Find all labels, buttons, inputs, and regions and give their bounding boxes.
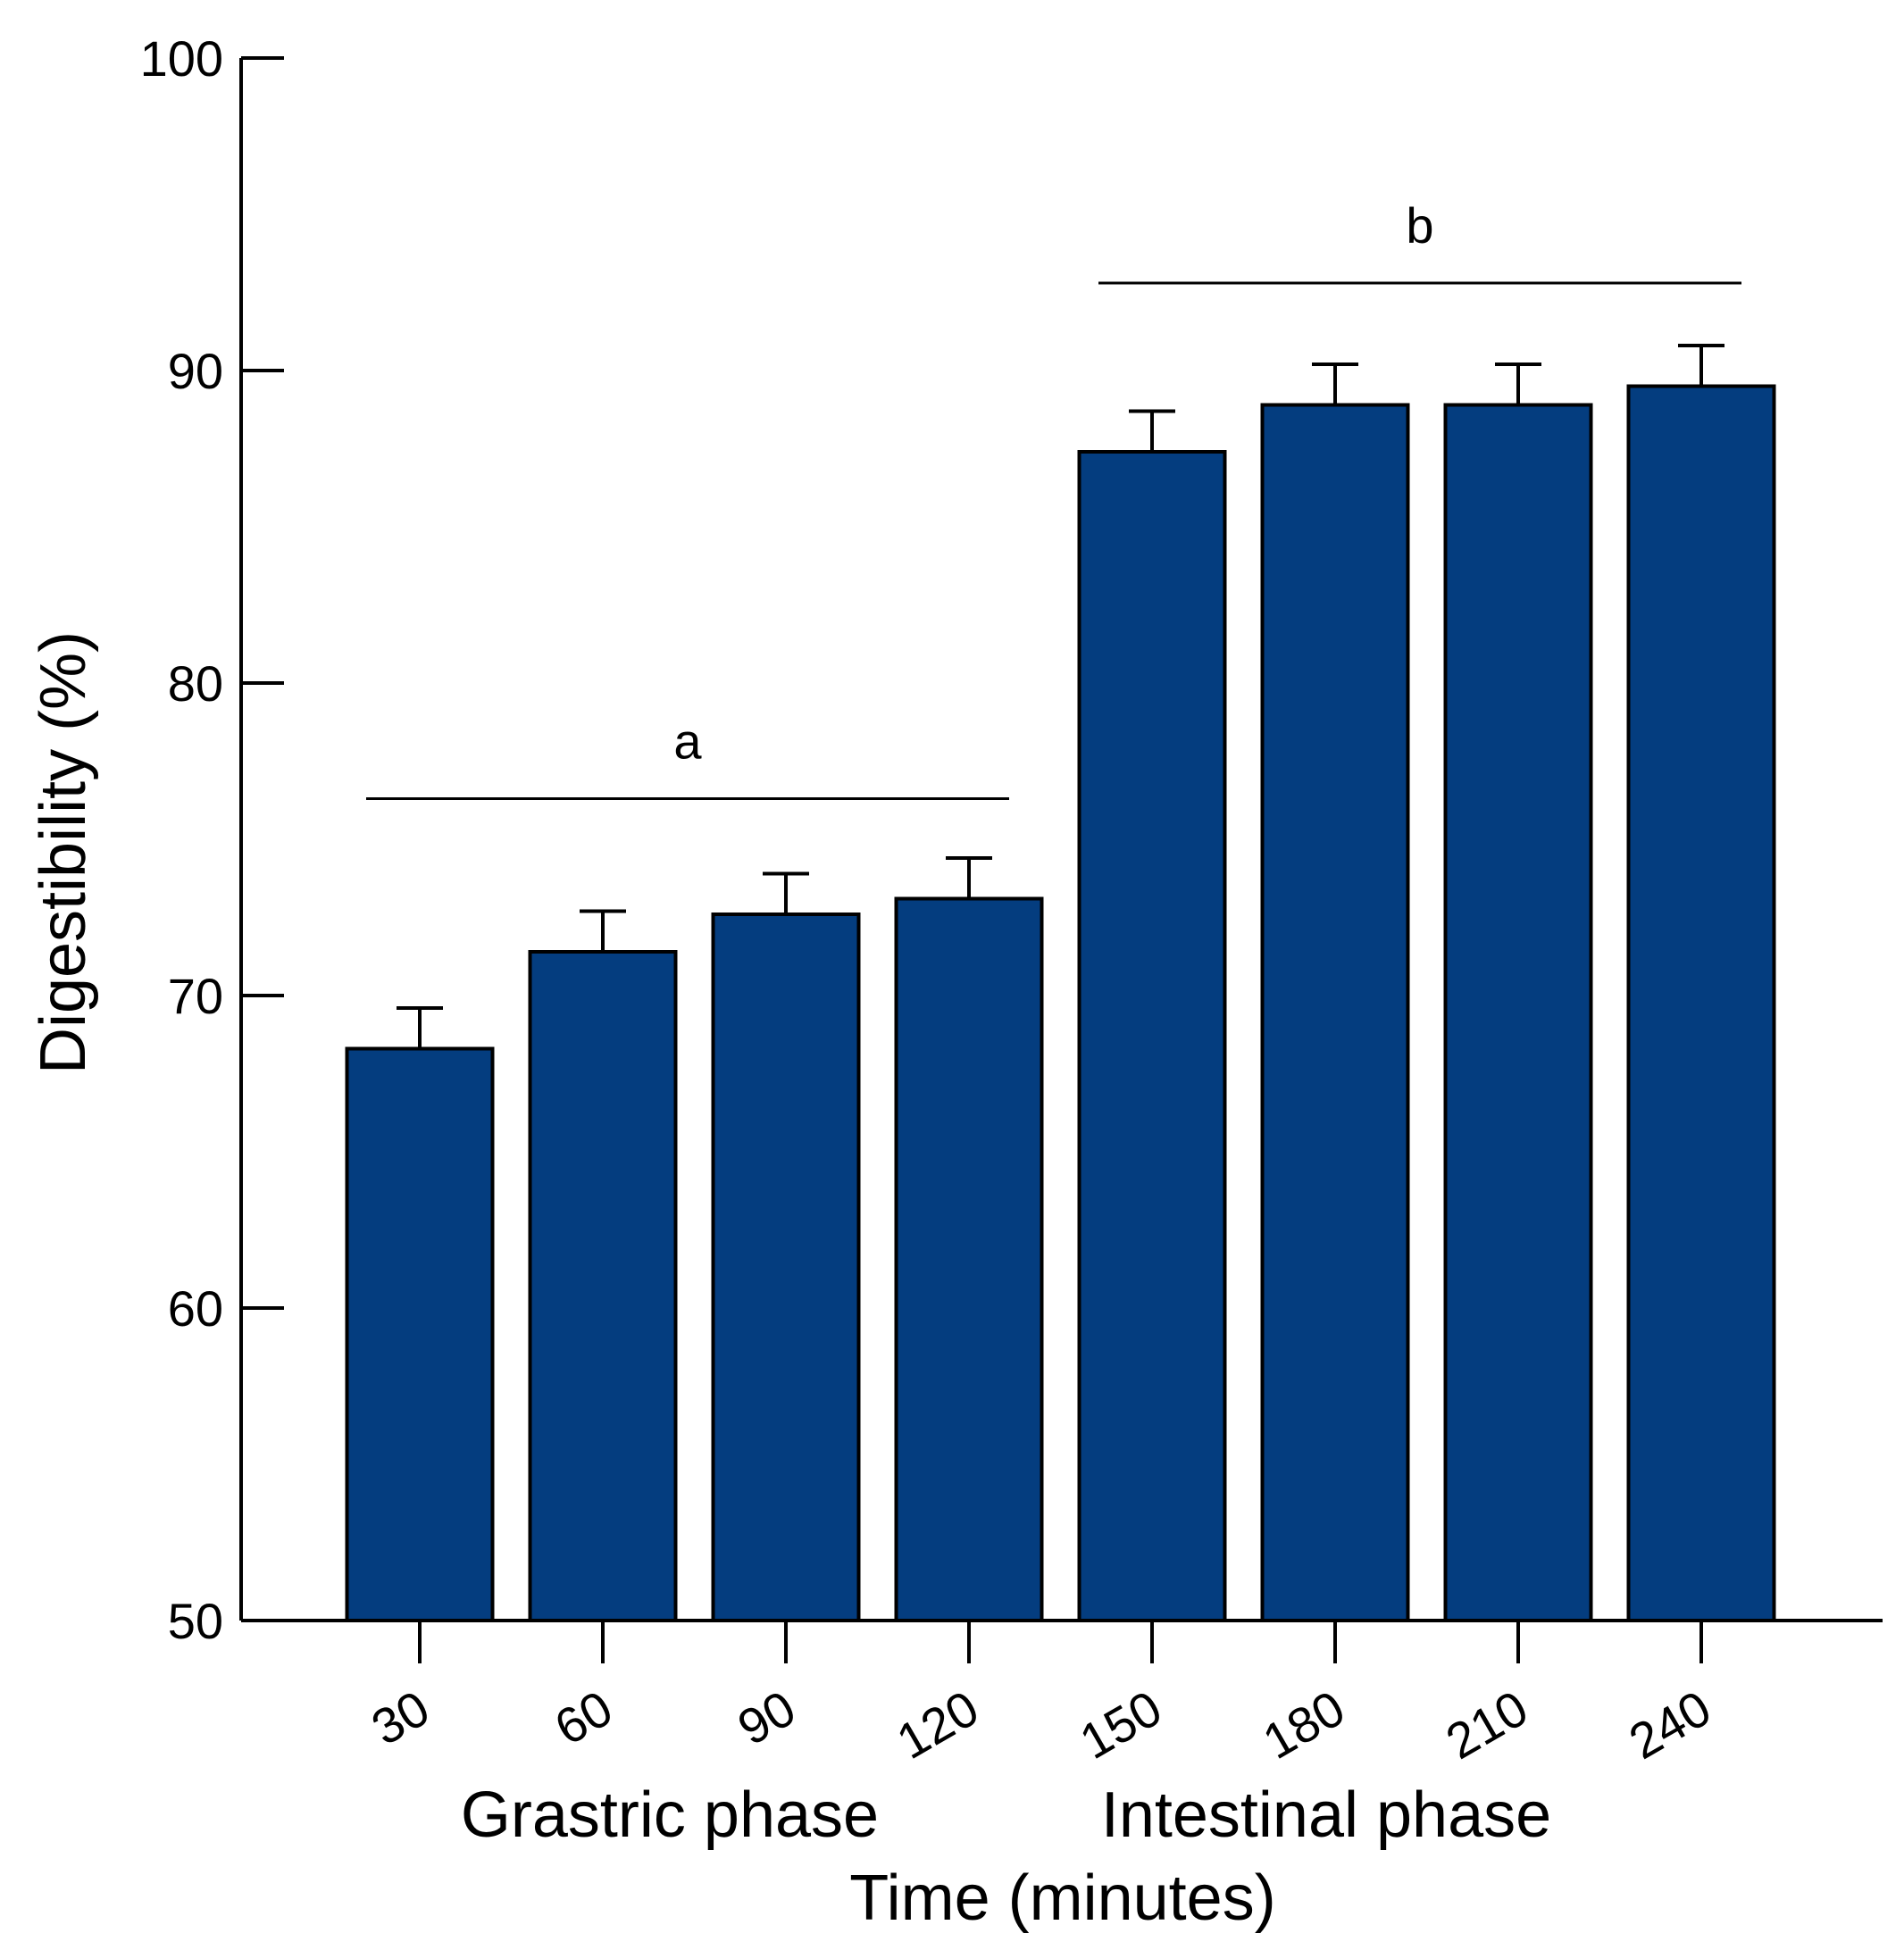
- phase-label-intestinal: Intestinal phase: [1101, 1779, 1551, 1851]
- x-axis-title: Time (minutes): [849, 1862, 1275, 1934]
- y-axis-title: Digestibility (%): [28, 631, 99, 1074]
- y-tick-label: 100: [140, 30, 223, 87]
- bar: [1260, 403, 1410, 1622]
- x-tick-label: 120: [888, 1679, 988, 1770]
- y-tick-label: 80: [168, 655, 223, 712]
- significance-letter: b: [1406, 197, 1433, 254]
- y-tick-label: 90: [168, 343, 223, 399]
- bar: [1443, 403, 1593, 1622]
- x-tick-label: 90: [729, 1679, 805, 1756]
- bar: [1077, 450, 1227, 1622]
- x-tick-label: 30: [363, 1679, 438, 1756]
- bar: [894, 896, 1044, 1622]
- x-tick-label: 240: [1620, 1679, 1720, 1770]
- y-tick-label: 50: [168, 1593, 223, 1649]
- x-tick-label: 150: [1071, 1679, 1171, 1770]
- y-tick-label: 70: [168, 968, 223, 1024]
- phase-label-gastric: Grastric phase: [461, 1779, 879, 1851]
- bar: [711, 912, 861, 1622]
- y-tick-label: 60: [168, 1280, 223, 1337]
- x-tick-label: 210: [1437, 1679, 1537, 1770]
- x-tick-label: 60: [546, 1679, 622, 1756]
- bar: [345, 1046, 495, 1622]
- plot-area: 50 60 70 80 90 100 30 60 90 120 150 180 210 240 a b: [140, 30, 1883, 1770]
- bar: [528, 950, 678, 1622]
- x-tick-label: 180: [1254, 1679, 1354, 1770]
- bar: [1626, 384, 1776, 1622]
- significance-letter: a: [673, 713, 702, 770]
